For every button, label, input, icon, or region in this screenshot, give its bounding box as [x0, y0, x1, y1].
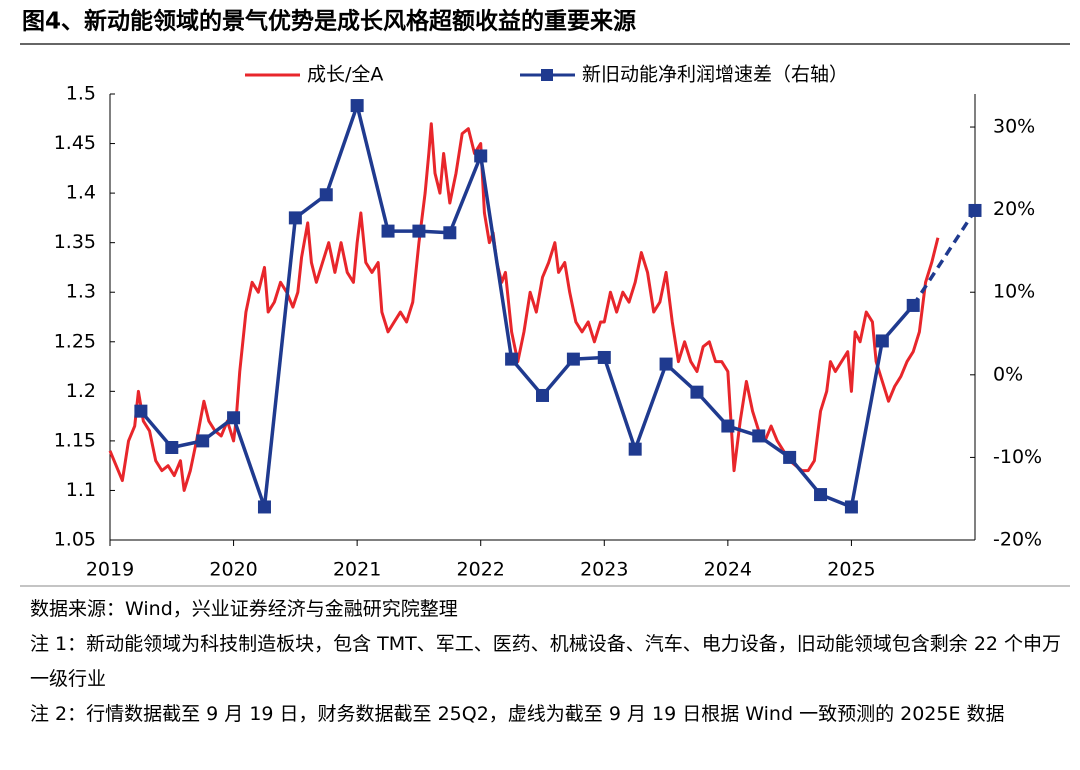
legend-label: 成长/全A: [307, 64, 383, 86]
marker: [257, 500, 271, 514]
chart-title: 图4、新动能领域的景气优势是成长风格超额收益的重要来源: [22, 8, 636, 35]
marker: [474, 149, 488, 163]
line-segment: [478, 155, 514, 360]
line-segment: [262, 217, 298, 508]
line-segment: [448, 155, 483, 234]
x-tick-label: 2024: [704, 559, 752, 581]
line-segment: [911, 209, 977, 307]
x-tick-label: 2025: [827, 559, 875, 581]
marker: [752, 429, 766, 443]
marker: [288, 211, 302, 225]
marker: [875, 334, 889, 348]
y-tick-label: 1.35: [54, 231, 96, 253]
marker: [505, 352, 519, 366]
x-tick-label: 2019: [86, 559, 134, 581]
note-1: 注 1：新动能领域为科技制造板块，包含 TMT、军工、医药、机械设备、汽车、电力…: [30, 633, 1062, 690]
y-tick-label: 1.2: [66, 380, 96, 402]
series-line: [108, 122, 940, 492]
marker: [721, 419, 735, 433]
line-segment: [602, 356, 637, 450]
marker: [381, 224, 395, 238]
y-tick-label: 1.1: [66, 479, 96, 501]
y-tick-label: 1.15: [54, 429, 96, 451]
y2-tick-label: 30%: [993, 116, 1035, 138]
marker: [814, 488, 828, 502]
y-tick-label: 1.45: [54, 132, 96, 154]
line-segment: [324, 104, 359, 196]
y-tick-label: 1.3: [66, 281, 96, 303]
marker: [597, 350, 611, 364]
line-segment: [849, 340, 885, 508]
source-note: 数据来源：Wind，兴业证券经济与金融研究院整理: [30, 598, 458, 620]
notes: 数据来源：Wind，兴业证券经济与金融研究院整理 注 1：新动能领域为科技制造板…: [30, 592, 1070, 732]
line-segment: [633, 363, 668, 450]
y2-tick-label: -20%: [993, 529, 1042, 551]
line-segment: [231, 417, 267, 508]
marker: [659, 357, 673, 371]
x-tick-label: 2020: [209, 559, 257, 581]
line-segment: [355, 105, 390, 232]
x-tick-label: 2021: [333, 559, 381, 581]
marker: [165, 440, 179, 454]
chart: 图4、新动能领域的景气优势是成长风格超额收益的重要来源 1.05 1.1 1.15 1…: [20, 8, 1070, 587]
note-2: 注 2：行情数据截至 9 月 19 日，财务数据截至 25Q2，虚线为截至 9 …: [30, 703, 1005, 725]
y2-tick-label: 0%: [993, 363, 1023, 385]
marker: [350, 99, 364, 113]
marker: [783, 450, 797, 464]
y-tick-label: 1.25: [54, 330, 96, 352]
y-tick-label: 1.4: [66, 182, 96, 204]
marker: [227, 411, 241, 425]
marker: [196, 434, 210, 448]
marker: [443, 226, 457, 240]
marker: [690, 385, 704, 399]
legend-label: 新旧动能净利润增速差（右轴）: [582, 64, 848, 86]
marker: [566, 352, 580, 366]
y2-tick-label: 20%: [993, 198, 1035, 220]
marker: [906, 298, 920, 312]
x-tick-label: 2023: [580, 559, 628, 581]
legend-marker: [541, 69, 553, 81]
marker: [536, 388, 549, 402]
marker: [319, 188, 333, 202]
y-tick-label: 1.5: [66, 83, 96, 105]
x-tick-label: 2022: [457, 559, 505, 581]
y2-tick-label: 10%: [993, 281, 1035, 303]
marker: [968, 203, 982, 217]
marker: [412, 224, 426, 238]
marker: [628, 442, 642, 456]
marker: [134, 404, 148, 418]
y2-tick-label: -10%: [993, 446, 1042, 468]
marker: [844, 500, 858, 514]
y-tick-label: 1.05: [54, 529, 96, 551]
